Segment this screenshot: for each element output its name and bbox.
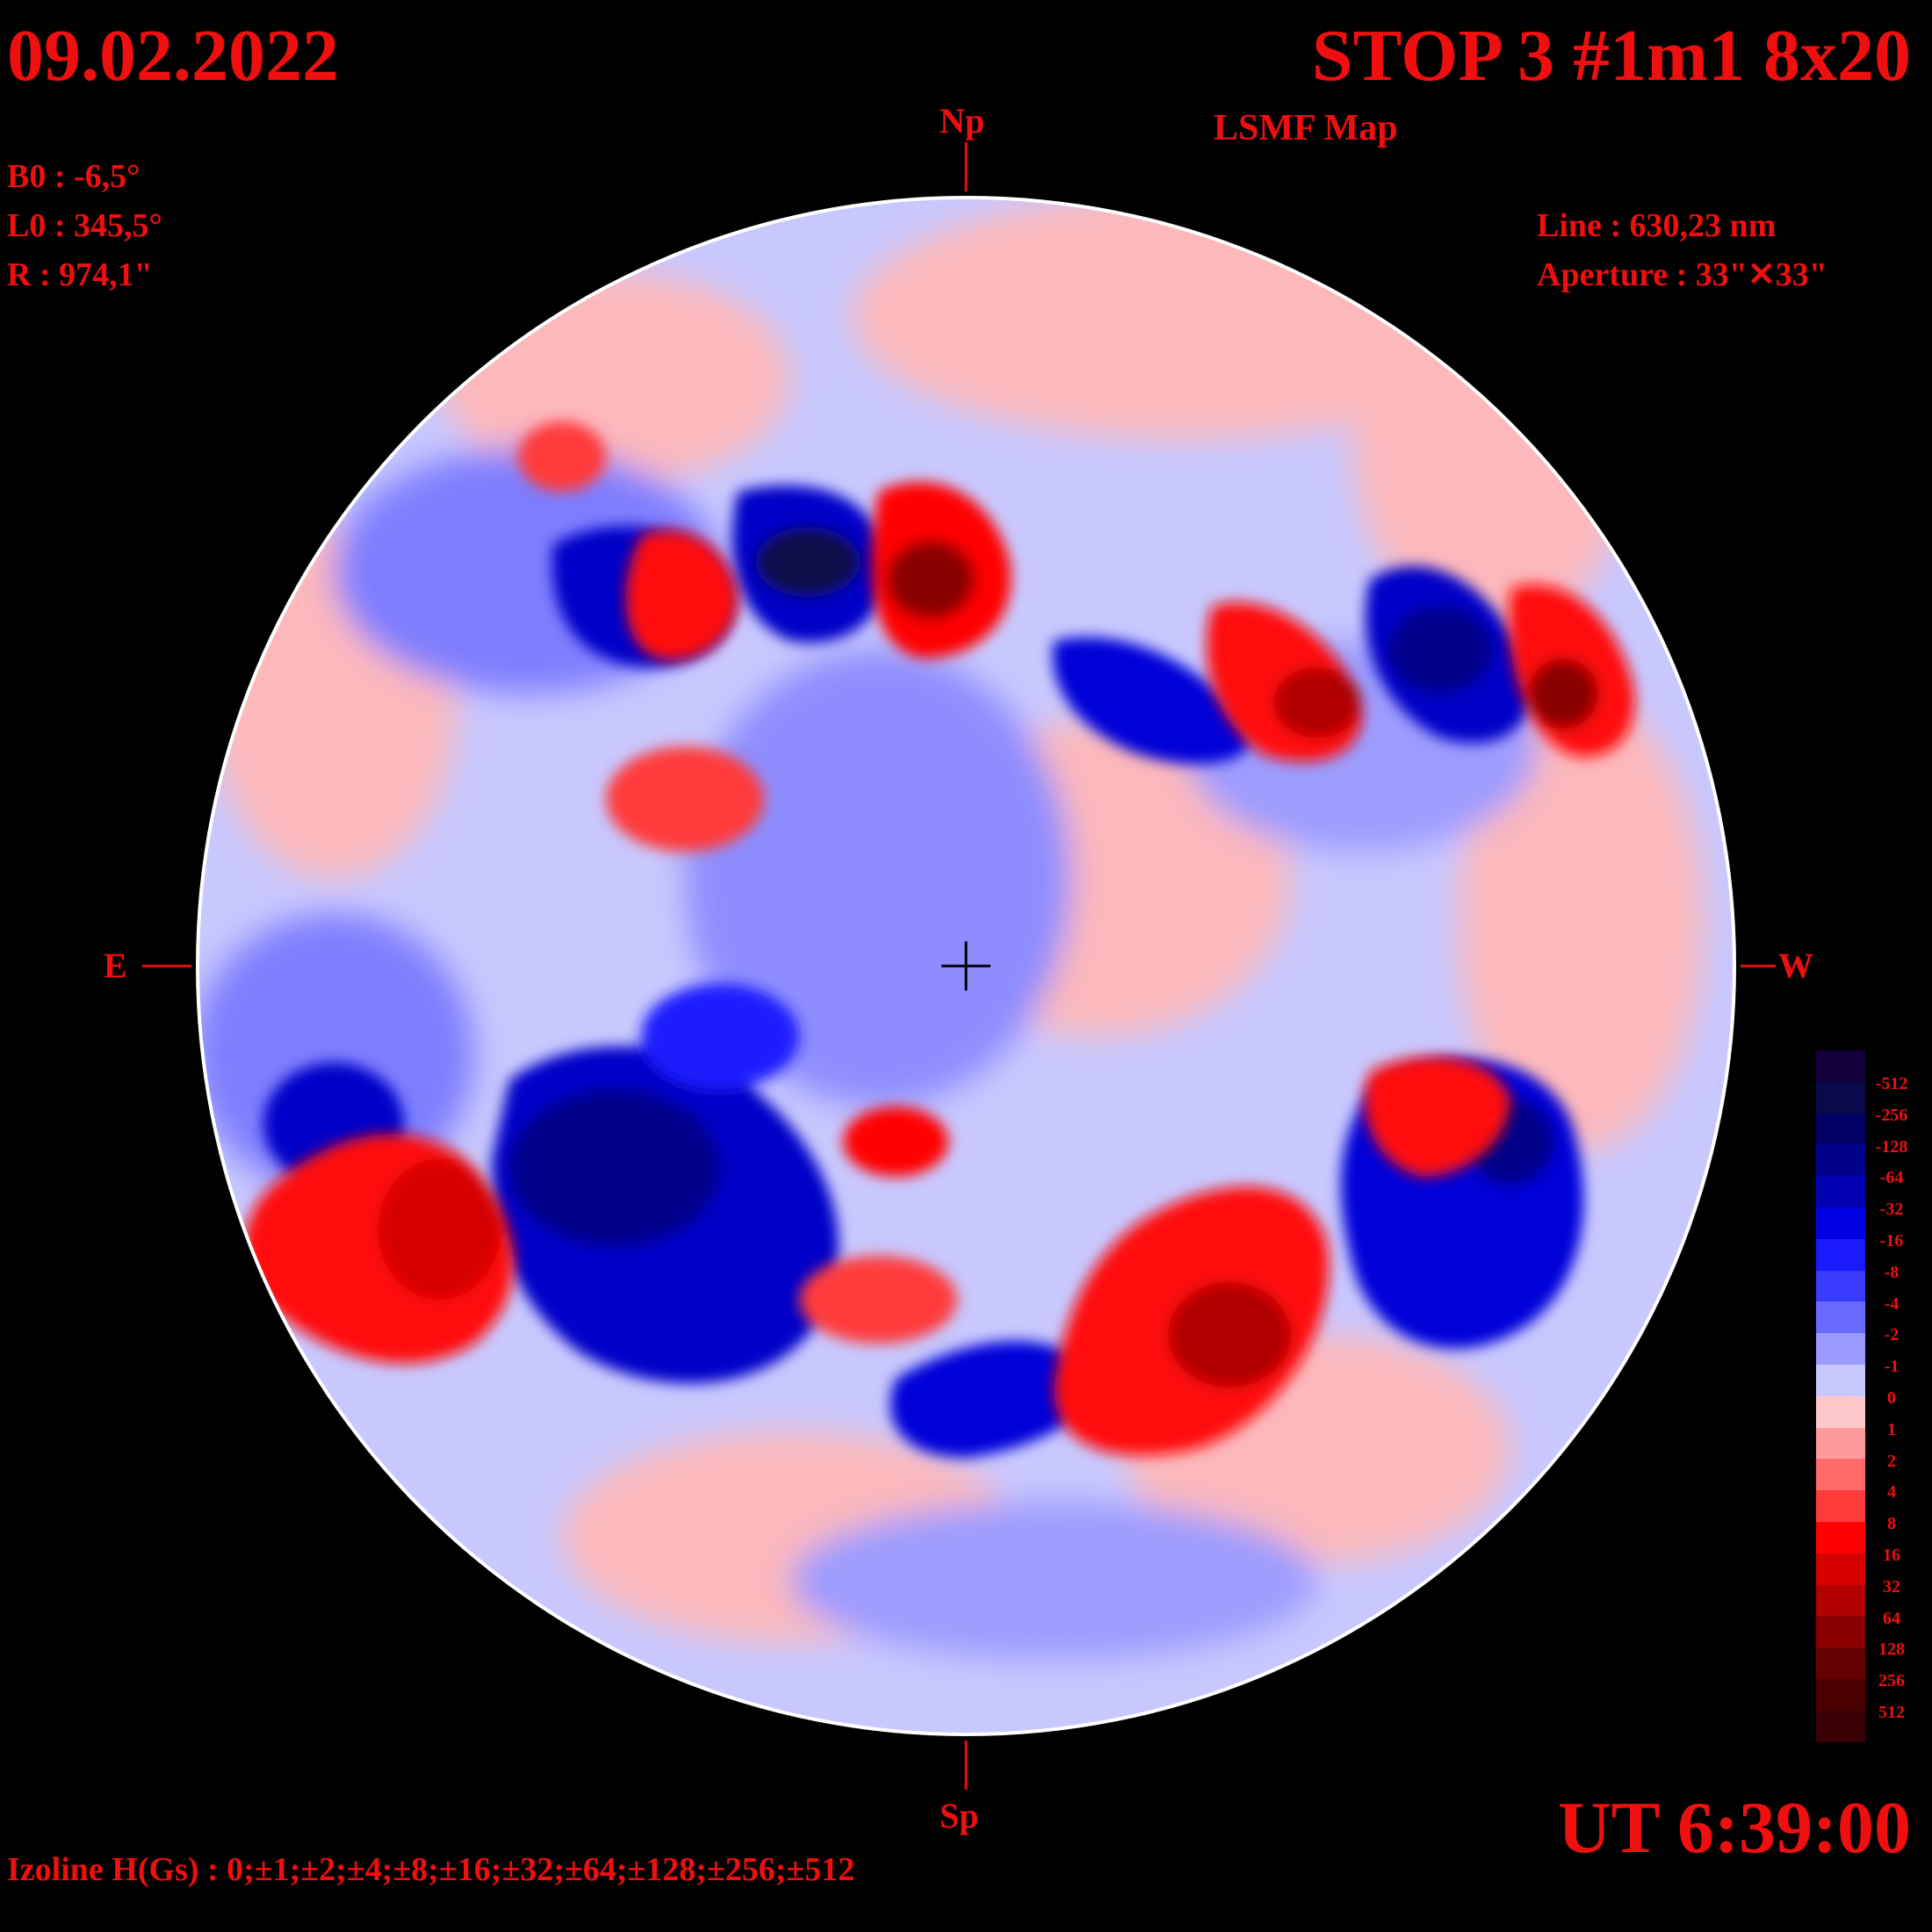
aperture-size: Aperture : 33"✕33": [1537, 256, 1827, 293]
observation-title: STOP 3 #1m1 8x20: [1311, 15, 1911, 97]
spectral-line: Line : 630,23 nm: [1537, 207, 1777, 244]
color-scale-band: [1816, 1647, 1865, 1679]
color-scale-label: 32: [1883, 1576, 1900, 1597]
color-scale-label: -32: [1879, 1200, 1904, 1220]
color-scale-label: 512: [1878, 1703, 1905, 1722]
color-scale-band: [1816, 1616, 1865, 1648]
param-l0: L0 : 345,5°: [7, 207, 162, 244]
color-scale-label: 256: [1878, 1671, 1905, 1691]
color-scale-label: -4: [1884, 1294, 1900, 1314]
color-scale-label: -128: [1875, 1136, 1908, 1157]
color-scale-label: 0: [1887, 1388, 1896, 1408]
color-scale-label: 128: [1878, 1640, 1905, 1660]
color-scale-label: -16: [1879, 1231, 1904, 1251]
ut-time: UT 6:39:00: [1557, 1787, 1911, 1869]
color-scale-band: [1816, 1144, 1865, 1177]
color-scale-band: [1816, 1333, 1865, 1365]
izoline-levels: Izoline H(Gs) : 0;±1;±2;±4;±8;±16;±32;±6…: [7, 1851, 855, 1888]
color-scale-band: [1816, 1176, 1865, 1208]
color-scale-band: [1816, 1521, 1865, 1554]
color-scale-band: [1816, 1395, 1865, 1428]
param-r: R : 974,1": [7, 256, 153, 293]
color-scale-label: 2: [1887, 1451, 1896, 1471]
color-scale-band: [1816, 1238, 1865, 1271]
color-scale-label: 16: [1883, 1546, 1900, 1565]
color-scale-band: [1816, 1301, 1865, 1334]
color-scale-label: 64: [1883, 1608, 1900, 1628]
east-label: E: [104, 946, 127, 985]
color-scale-label: -256: [1875, 1105, 1908, 1125]
color-scale: [1816, 1050, 1865, 1755]
color-scale-band: [1816, 1113, 1865, 1145]
south-pole-label: Sp: [940, 1796, 979, 1835]
color-scale-band: [1816, 1490, 1865, 1522]
color-scale-band: [1816, 1710, 1865, 1742]
color-scale-label: -1: [1884, 1357, 1900, 1377]
map-type: LSMF Map: [1214, 108, 1398, 148]
color-scale-band: [1816, 1459, 1865, 1491]
color-scale-label: 1: [1887, 1419, 1896, 1439]
color-scale-band: [1816, 1050, 1865, 1082]
color-scale-label: 8: [1887, 1514, 1896, 1534]
color-scale-band: [1816, 1081, 1865, 1114]
west-label: W: [1778, 946, 1813, 985]
color-scale-band: [1816, 1678, 1865, 1711]
color-scale-label: -2: [1884, 1325, 1900, 1345]
north-pole-label: Np: [940, 101, 985, 141]
color-scale-label: -64: [1879, 1168, 1904, 1188]
color-scale-band: [1816, 1427, 1865, 1460]
color-scale-band: [1816, 1270, 1865, 1302]
color-scale-label: -8: [1884, 1262, 1900, 1282]
color-scale-band: [1816, 1364, 1865, 1396]
color-scale-band: [1816, 1584, 1865, 1617]
param-b0: B0 : -6,5°: [7, 158, 141, 195]
color-scale-band: [1816, 1207, 1865, 1239]
observation-date: 09.02.2022: [7, 15, 339, 97]
color-scale-band: [1816, 1553, 1865, 1585]
color-scale-label: -512: [1875, 1074, 1908, 1093]
color-scale-label: 4: [1887, 1482, 1896, 1503]
